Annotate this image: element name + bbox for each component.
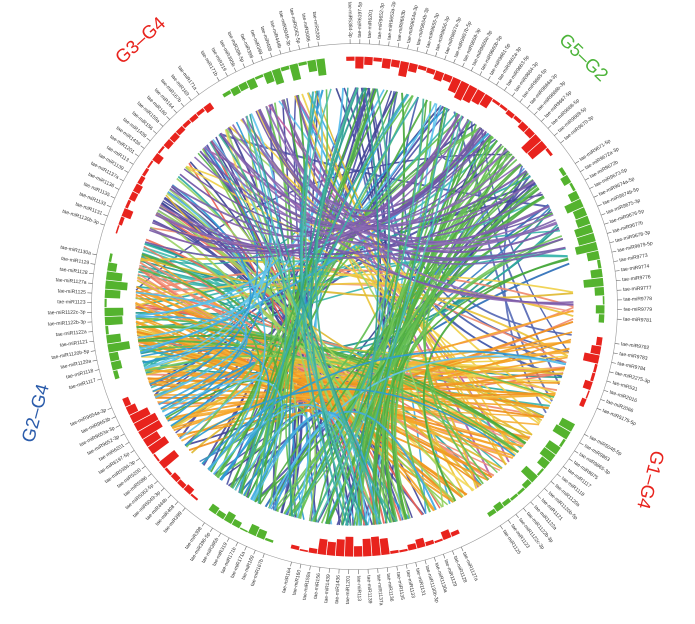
svg-text:tae-miR1122c-3p: tae-miR1122c-3p: [48, 309, 86, 316]
svg-text:tae-miR1123: tae-miR1123: [57, 299, 86, 305]
svg-text:tae-miR1201: tae-miR1201: [345, 575, 352, 604]
svg-text:tae-miR9779: tae-miR9779: [623, 307, 652, 313]
svg-text:tae-miR6197-5p: tae-miR6197-5p: [357, 2, 364, 38]
svg-text:tae-miR5384-3p: tae-miR5384-3p: [346, 2, 353, 38]
svg-text:tae-miR113: tae-miR113: [355, 576, 361, 602]
svg-text:tae-miR9778: tae-miR9778: [623, 296, 652, 303]
